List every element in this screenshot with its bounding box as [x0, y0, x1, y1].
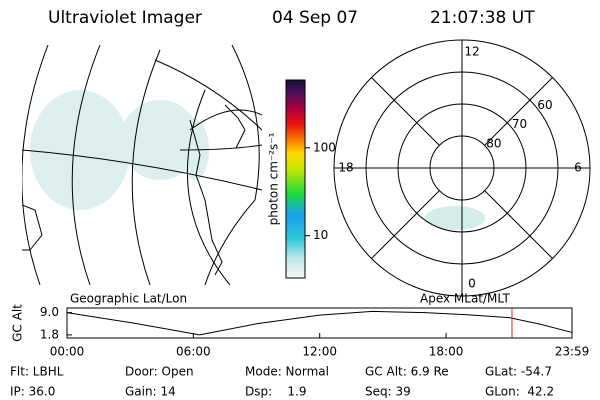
altitude-line — [66, 310, 573, 336]
colorbar-label: photon cm⁻²s⁻¹ — [267, 132, 281, 225]
x-tick-label: 00:00 — [50, 345, 85, 359]
mlt-label: 12 — [464, 45, 479, 59]
mlt-spoke — [484, 77, 553, 146]
info-field: GC Alt: 6.9 Re — [365, 365, 449, 379]
mlt-spoke — [371, 77, 440, 146]
mlt-label: 0 — [468, 277, 476, 291]
title: Ultraviolet Imager — [48, 8, 202, 28]
x-tick-label: 18:00 — [429, 345, 464, 359]
y-tick-label: 1.8 — [40, 327, 59, 341]
info-field: Mode: Normal — [245, 365, 329, 379]
lat-label: 70 — [512, 117, 527, 131]
altitude-ylabel: GC Alt — [11, 304, 25, 342]
date: 04 Sep 07 — [272, 8, 358, 28]
colorbar — [285, 79, 306, 279]
info-field: GLon: 42.2 — [485, 385, 554, 399]
map-label: Geographic Lat/Lon — [70, 292, 187, 306]
colorbar-tick-label: 100 — [313, 140, 336, 154]
info-field: GLat: -54.7 — [485, 365, 552, 379]
info-field: IP: 36.0 — [10, 385, 55, 399]
aurora-glow — [425, 206, 485, 230]
x-tick-label: 06:00 — [176, 345, 211, 359]
info-field: Flt: LBHL — [10, 365, 64, 379]
mlt-label: 18 — [338, 161, 353, 175]
y-tick-label: 9.0 — [40, 305, 59, 319]
info-field: Dsp: 1.9 — [245, 385, 307, 399]
info-field: Gain: 14 — [125, 385, 176, 399]
lat-label: 60 — [537, 98, 552, 112]
x-tick-label: 12:00 — [302, 345, 337, 359]
colorbar-tick-label: 10 — [313, 228, 328, 242]
lat-label: 80 — [486, 136, 501, 150]
mlt-spoke — [484, 190, 553, 259]
x-tick-label: 23:59 — [555, 345, 590, 359]
time: 21:07:38 UT — [430, 8, 535, 28]
info-field: Seq: 39 — [365, 385, 411, 399]
polar-label: Apex MLat/MLT — [420, 292, 510, 306]
mlt-label: 6 — [574, 161, 582, 175]
info-field: Door: Open — [125, 365, 194, 379]
mlt-spoke — [371, 190, 440, 259]
map — [22, 45, 262, 285]
